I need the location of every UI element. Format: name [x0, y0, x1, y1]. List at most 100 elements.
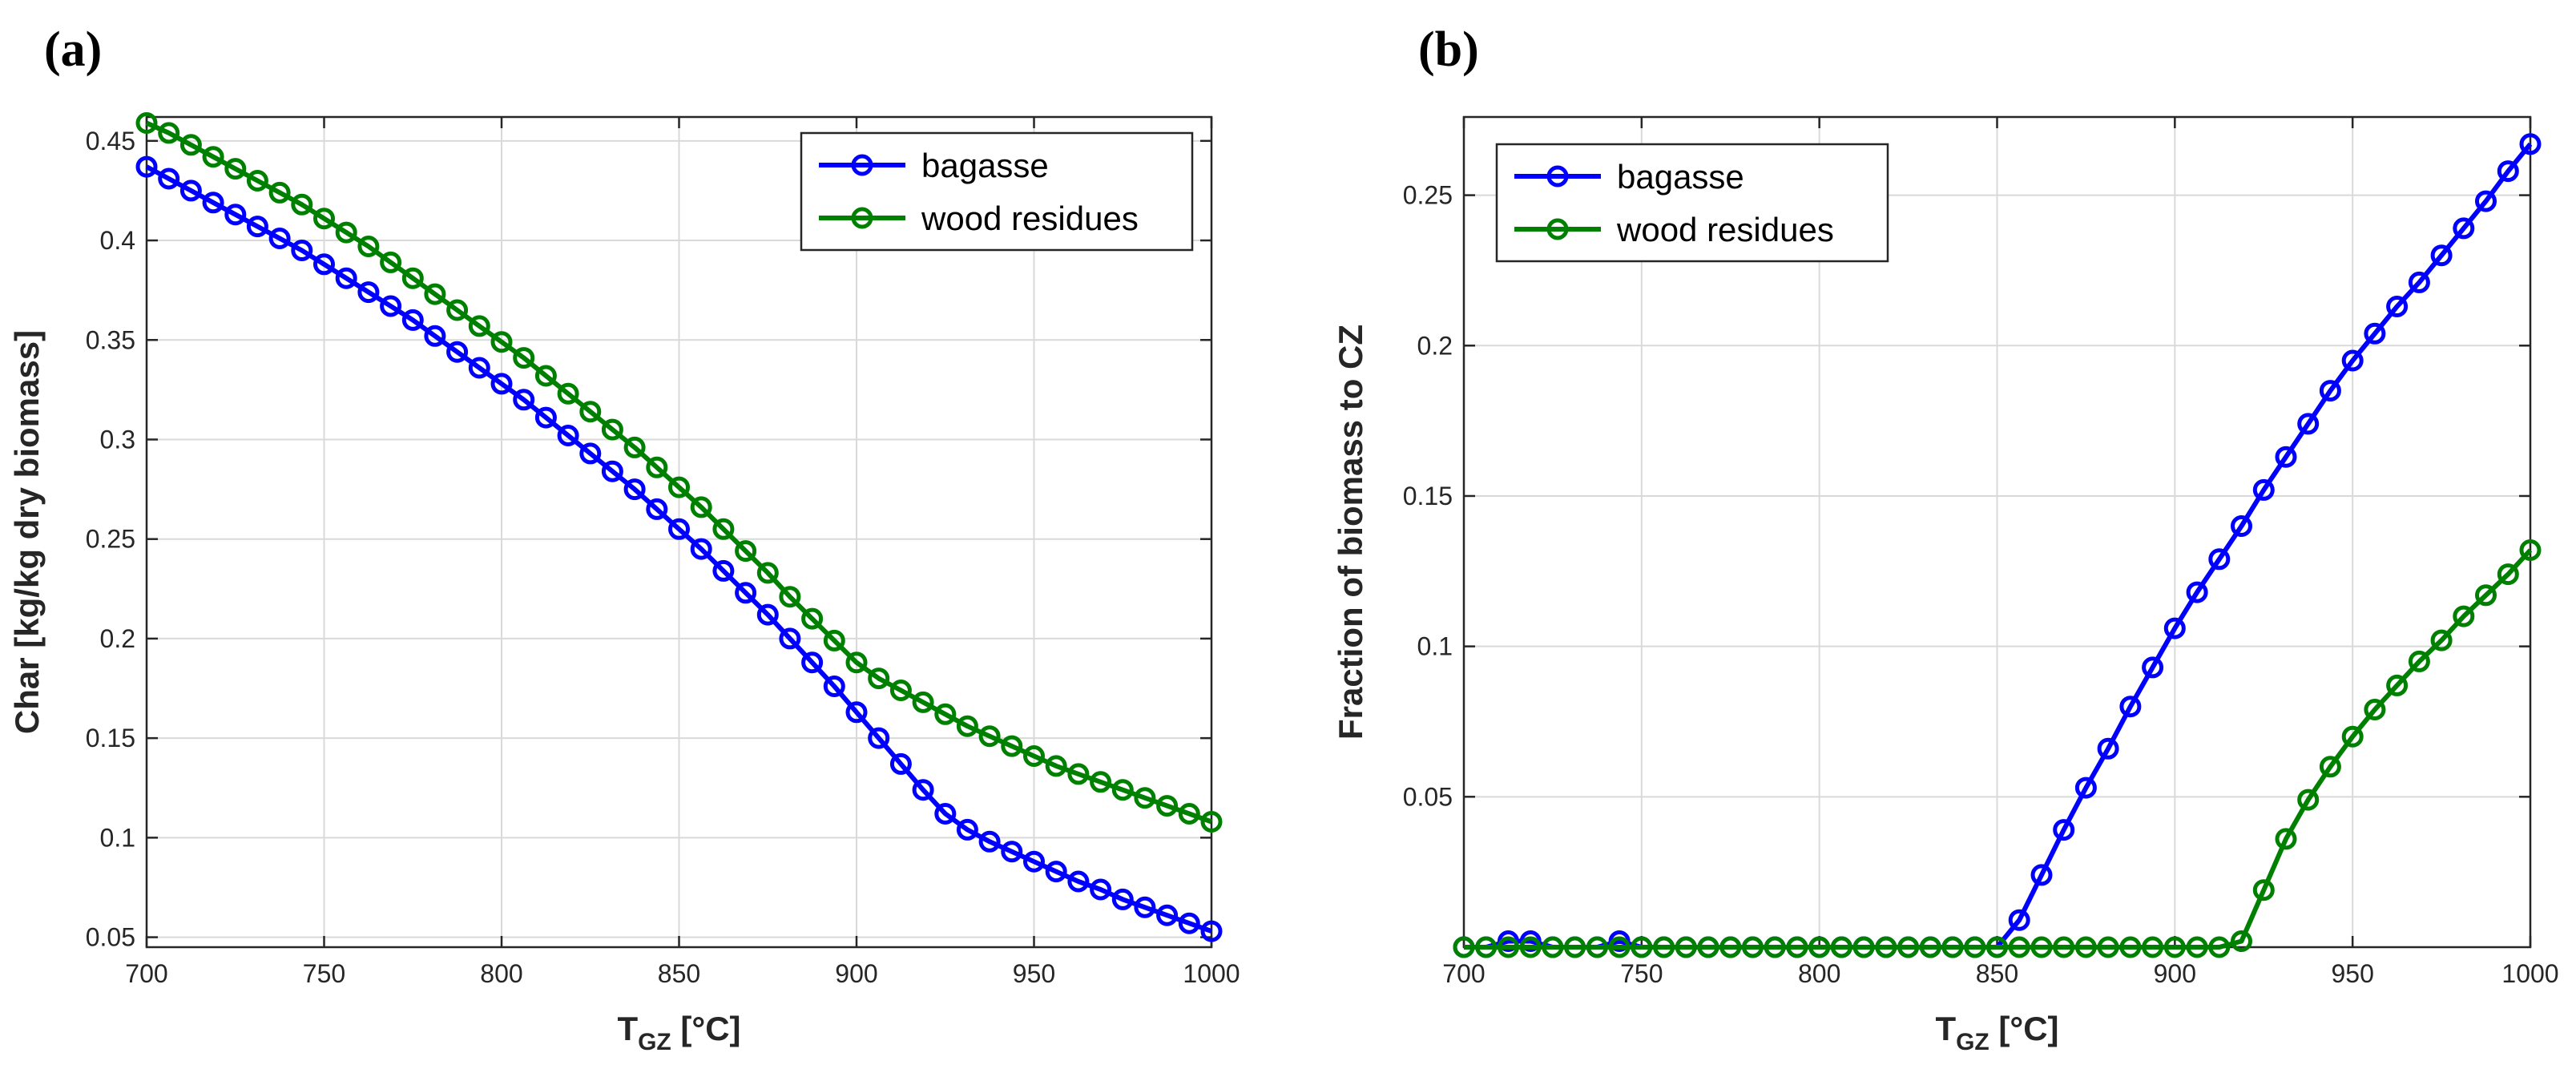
- y-tick-label: 0.15: [86, 724, 135, 752]
- data-point-series-1: [1941, 936, 1964, 958]
- data-point-series-1: [823, 629, 845, 651]
- data-point-series-1: [2053, 936, 2075, 958]
- data-point-series-1: [2453, 605, 2475, 627]
- chart-panel-b: 700 750 800 850 900 950 1000 0.05 0.1 0.15 0.2 0.25…: [1332, 22, 2559, 1055]
- data-point-series-1: [756, 562, 779, 584]
- series-line-1: [145, 120, 1213, 825]
- data-point-series-1: [380, 251, 402, 273]
- data-point-series-0: [357, 281, 380, 304]
- data-point-series-0: [2319, 380, 2341, 402]
- data-point-series-1: [1498, 936, 1519, 958]
- legend-marker-sample: [851, 207, 873, 229]
- data-point-series-1: [513, 347, 535, 369]
- data-point-series-1: [1134, 787, 1156, 809]
- legend-box: [800, 131, 1194, 252]
- data-point-series-0: [868, 727, 890, 749]
- data-point-series-1: [1897, 936, 1920, 958]
- data-point-series-1: [2497, 563, 2519, 586]
- legend-label: wood residues: [1616, 211, 1834, 248]
- data-point-series-0: [845, 701, 868, 724]
- data-point-series-0: [1178, 912, 1200, 934]
- data-point-series-1: [1156, 795, 1179, 817]
- data-point-series-0: [801, 651, 824, 674]
- data-point-series-1: [1564, 936, 1586, 958]
- data-point-series-1: [1111, 779, 1134, 801]
- data-point-series-1: [579, 401, 602, 423]
- data-point-series-0: [2408, 271, 2430, 293]
- data-point-series-0: [2297, 413, 2320, 435]
- data-point-series-1: [179, 134, 202, 156]
- y-tick-label: 0.15: [1403, 482, 1453, 510]
- data-point-series-1: [1719, 936, 1742, 958]
- data-point-series-1: [1653, 936, 1675, 958]
- series-line-1: [1464, 548, 2533, 950]
- data-point-series-1: [401, 267, 424, 289]
- data-point-series-0: [2053, 819, 2075, 841]
- legend-marker-sample: [1546, 218, 1569, 240]
- data-point-series-0: [712, 559, 735, 582]
- data-point-series-1: [534, 365, 557, 387]
- data-point-series-1: [2386, 674, 2409, 696]
- data-point-series-1: [801, 607, 824, 630]
- data-point-series-0: [978, 830, 1001, 853]
- data-point-series-1: [2408, 650, 2430, 672]
- data-point-series-1: [158, 122, 180, 144]
- data-point-series-0: [380, 295, 402, 317]
- data-point-series-1: [1764, 936, 1786, 958]
- data-point-series-1: [1697, 936, 1719, 958]
- data-point-series-1: [2341, 725, 2364, 748]
- x-tick-label: 850: [658, 959, 700, 988]
- data-point-series-1: [313, 208, 335, 230]
- y-tick-label: 0.05: [1403, 782, 1453, 811]
- data-point-series-0: [1067, 870, 1090, 893]
- data-point-series-1: [889, 680, 912, 701]
- data-point-series-1: [868, 668, 890, 690]
- data-point-series-1: [978, 725, 1001, 748]
- panel-label: (a): [44, 22, 102, 77]
- data-point-series-1: [1986, 936, 2008, 958]
- data-point-series-1: [1067, 763, 1090, 785]
- data-point-series-1: [202, 146, 224, 168]
- data-point-series-1: [1919, 936, 1941, 958]
- data-point-series-1: [1542, 936, 1564, 958]
- legend-label: bagasse: [1617, 158, 1744, 196]
- data-point-series-1: [424, 283, 446, 305]
- y-tick-label: 0.05: [86, 923, 135, 952]
- data-point-series-1: [779, 586, 801, 608]
- x-tick-label: 900: [835, 959, 877, 988]
- data-point-series-0: [2030, 864, 2053, 886]
- data-point-series-0: [735, 582, 757, 604]
- x-axis-label-unit: [°C]: [1989, 1010, 2059, 1047]
- data-point-series-1: [2475, 584, 2497, 607]
- data-point-series-1: [2030, 936, 2053, 958]
- x-tick-label: 750: [303, 959, 345, 988]
- data-point-series-0: [335, 267, 357, 289]
- data-point-series-0: [2097, 737, 2119, 760]
- data-point-series-0: [756, 603, 779, 626]
- data-point-series-0: [246, 216, 268, 238]
- x-tick-label: 700: [125, 959, 167, 988]
- data-point-series-1: [623, 436, 646, 458]
- data-point-series-0: [2008, 909, 2030, 931]
- data-point-series-0: [601, 460, 623, 482]
- data-point-series-1: [735, 540, 757, 563]
- legend-label: bagasse: [921, 147, 1049, 184]
- data-point-series-1: [268, 181, 291, 204]
- data-point-series-1: [557, 382, 579, 405]
- data-point-series-1: [2186, 936, 2208, 958]
- data-point-series-1: [1964, 936, 1986, 958]
- data-point-series-0: [2275, 446, 2297, 468]
- data-point-series-0: [2119, 696, 2142, 718]
- data-point-series-0: [446, 341, 469, 363]
- x-axis-label-main: T: [617, 1010, 638, 1047]
- data-point-series-1: [934, 703, 957, 725]
- x-tick-label: 750: [1620, 959, 1663, 988]
- x-tick-label: 850: [1976, 959, 2018, 988]
- data-point-series-1: [291, 193, 313, 216]
- legend-label: wood residues: [921, 200, 1139, 237]
- data-point-series-1: [1001, 735, 1023, 757]
- data-point-series-0: [2497, 160, 2519, 183]
- panel-label: (b): [1418, 22, 1479, 77]
- data-point-series-0: [2453, 217, 2475, 240]
- y-tick-label: 0.45: [86, 127, 135, 155]
